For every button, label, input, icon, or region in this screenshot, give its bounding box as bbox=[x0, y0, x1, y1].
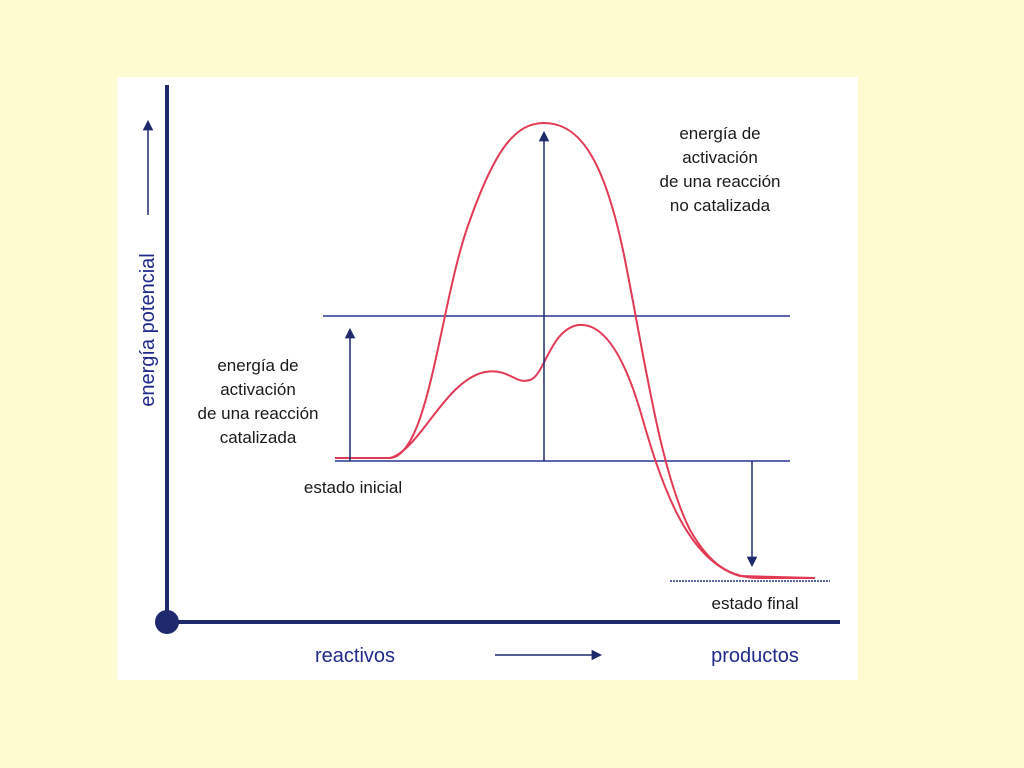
annotation-line: de una reacción bbox=[198, 404, 319, 423]
annotation-line: no catalizada bbox=[670, 196, 771, 215]
annotation-line: catalizada bbox=[220, 428, 297, 447]
x-end-label: productos bbox=[711, 645, 799, 667]
annotation-line: activación bbox=[220, 380, 296, 399]
uncatalyzed-curve bbox=[335, 121, 815, 579]
y-label: energía potencial bbox=[137, 253, 159, 406]
catalyzed-curve bbox=[389, 323, 816, 579]
initial-state-label: estado inicial bbox=[304, 478, 402, 497]
annotation-line: de una reacción bbox=[660, 172, 781, 191]
panel bbox=[117, 77, 858, 680]
origin-dot bbox=[155, 610, 179, 634]
annotation-line: activación bbox=[682, 148, 758, 167]
annotation-line: energía de bbox=[217, 356, 298, 375]
x-start-label: reactivos bbox=[315, 645, 395, 667]
final-state-label: estado final bbox=[712, 594, 799, 613]
annotation-line: energía de bbox=[679, 124, 760, 143]
